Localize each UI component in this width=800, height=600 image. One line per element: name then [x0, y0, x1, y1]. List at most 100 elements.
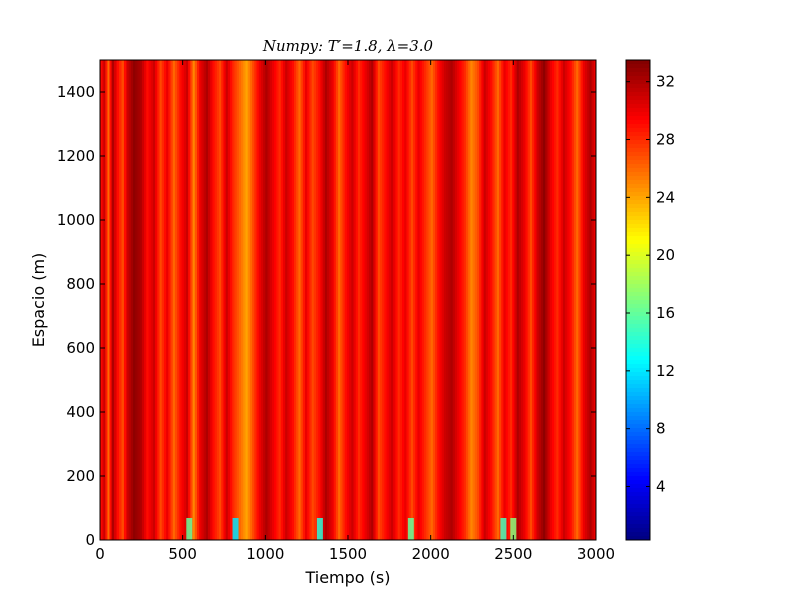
heatmap-band	[402, 60, 405, 540]
heatmap-band	[534, 60, 538, 540]
colorbar-segment	[626, 68, 650, 73]
colorbar-segment	[626, 320, 650, 325]
heatmap-band	[135, 60, 139, 540]
heatmap-band	[589, 60, 593, 540]
heatmap-band	[573, 60, 577, 540]
heatmap-band	[166, 60, 169, 540]
colorbar-segment	[626, 256, 650, 261]
colorbar-segment	[626, 472, 650, 477]
heatmap-band	[527, 60, 531, 540]
colorbar-segment	[626, 152, 650, 157]
colorbar-segment	[626, 96, 650, 101]
heatmap-band	[276, 60, 280, 540]
heatmap-band	[148, 60, 152, 540]
colorbar-segment	[626, 404, 650, 409]
colorbar-segment	[626, 432, 650, 437]
heatmap-band	[395, 60, 399, 540]
heatmap-band	[496, 60, 500, 540]
colorbar-segment	[626, 108, 650, 113]
heatmap-band	[430, 60, 434, 540]
y-tick-label: 0	[85, 531, 95, 549]
heatmap-band	[512, 60, 516, 540]
heatmap-band	[293, 60, 297, 540]
colorbar-segment	[626, 512, 650, 517]
colorbar-segment	[626, 164, 650, 169]
colorbar-segment	[626, 412, 650, 417]
heatmap-band	[448, 60, 452, 540]
heatmap-band	[291, 60, 295, 540]
heatmap-band	[179, 60, 183, 540]
heatmap-band	[415, 60, 419, 540]
heatmap-band	[123, 60, 128, 540]
y-tick-label: 200	[66, 467, 95, 485]
heatmap-band	[432, 60, 436, 540]
heatmap-band	[353, 60, 357, 540]
colorbar-segment	[626, 520, 650, 525]
x-tick-label: 2500	[494, 545, 532, 563]
heatmap-band	[141, 60, 145, 540]
heatmap-band	[413, 60, 416, 540]
heatmap-band	[252, 60, 255, 540]
heatmap-band	[269, 60, 273, 540]
colorbar-segment	[626, 60, 650, 65]
colorbar-segment	[626, 136, 650, 141]
heatmap-band	[373, 60, 377, 540]
heatmap-band	[457, 60, 460, 540]
colorbar-segment	[626, 380, 650, 385]
heatmap-band	[417, 60, 421, 540]
colorbar-segment	[626, 416, 650, 421]
heatmap-band	[569, 60, 573, 540]
heatmap-band	[479, 60, 482, 540]
heatmap-band	[318, 60, 322, 540]
colorbar-segment	[626, 316, 650, 321]
heatmap-band	[285, 60, 288, 540]
heatmap-band	[331, 60, 335, 540]
heatmap-band	[289, 60, 293, 540]
heatmap-band	[190, 60, 194, 540]
heatmap-band	[408, 60, 412, 540]
colorbar-segment	[626, 408, 650, 413]
colorbar-segment	[626, 132, 650, 137]
chart-title: Numpy: T′=1.8, λ=3.0	[262, 37, 434, 55]
heatmap-band	[384, 60, 388, 540]
heatmap-band	[296, 60, 299, 540]
colorbar-segment	[626, 196, 650, 201]
colorbar-segment	[626, 264, 650, 269]
colorbar-segment	[626, 436, 650, 441]
heatmap-band	[238, 60, 242, 540]
heatmap-band	[188, 60, 191, 540]
heatmap-band	[487, 60, 491, 540]
colorbar-segment	[626, 216, 650, 221]
colorbar-segment	[626, 504, 650, 509]
heatmap-band	[362, 60, 366, 540]
colorbar-segment	[626, 188, 650, 193]
colorbar-segment	[626, 476, 650, 481]
heatmap-band	[452, 60, 456, 540]
heatmap-band	[254, 60, 258, 540]
heatmap-band	[474, 60, 478, 540]
colorbar-segment	[626, 212, 650, 217]
colorbar-segment	[626, 428, 650, 433]
colorbar-segment	[626, 220, 650, 225]
heatmap-band	[121, 60, 125, 540]
colorbar-segment	[626, 88, 650, 93]
heatmap-band	[103, 60, 106, 540]
heatmap-band	[174, 60, 178, 540]
heatmap-band	[525, 60, 529, 540]
colorbar-segment	[626, 284, 650, 289]
colorbar-segment	[626, 156, 650, 161]
heatmap-band	[377, 60, 381, 540]
heatmap-band	[514, 60, 518, 540]
colorbar-segment	[626, 292, 650, 297]
colorbar-segment	[626, 356, 650, 361]
colorbar-segment	[626, 312, 650, 317]
colorbar-segment	[626, 140, 650, 145]
low-value-spot	[186, 518, 193, 540]
heatmap-band	[357, 60, 361, 540]
heatmap-band	[128, 60, 132, 540]
colorbar-tick-label: 20	[656, 246, 675, 264]
colorbar-tick-label: 16	[656, 304, 675, 322]
heatmap-band	[101, 60, 104, 540]
colorbar-segment	[626, 204, 650, 209]
heatmap-band	[461, 60, 465, 540]
